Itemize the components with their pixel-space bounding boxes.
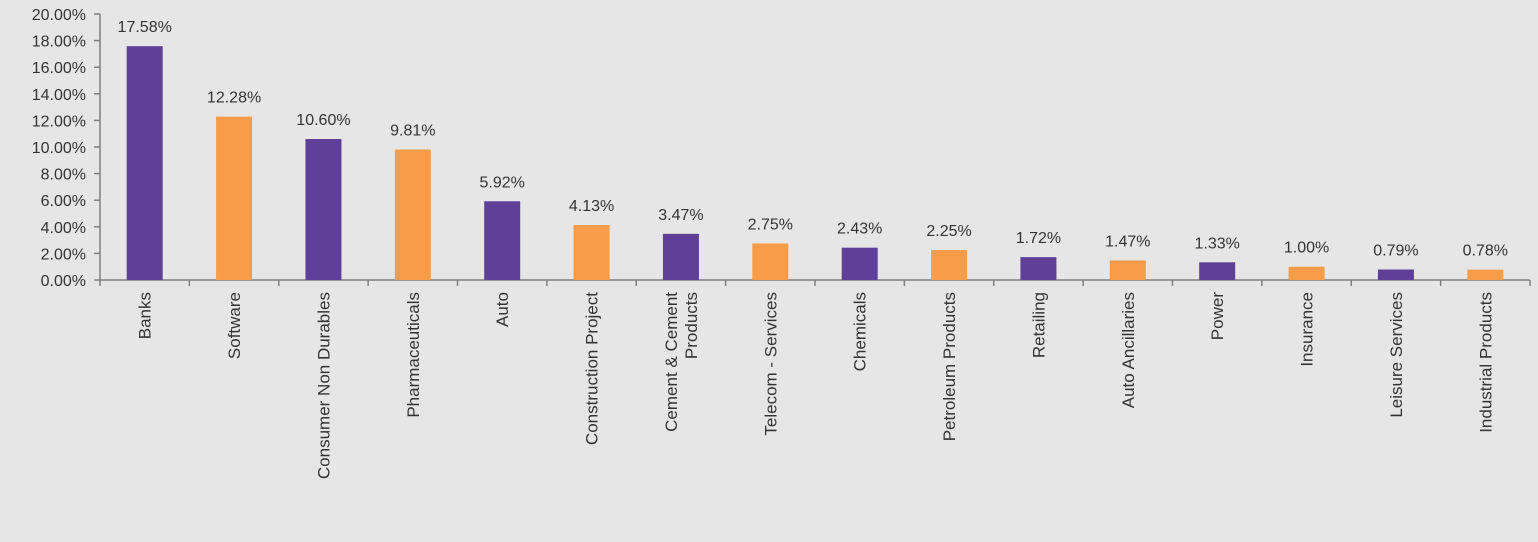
category-label-13: Insurance [1298, 292, 1317, 367]
bar-6 [662, 233, 699, 280]
category-label-8: Chemicals [851, 292, 870, 371]
data-label-7: 2.75% [748, 216, 793, 233]
data-label-9: 2.25% [926, 223, 971, 240]
bars-group [126, 46, 1504, 281]
data-label-3: 9.81% [390, 123, 435, 140]
bar-9 [931, 250, 968, 280]
category-label-line: Products [682, 292, 701, 359]
data-label-5: 4.13% [569, 198, 614, 215]
data-label-0: 17.58% [118, 19, 172, 36]
category-label-12: Power [1208, 292, 1227, 341]
bar-2 [305, 139, 342, 280]
bar-4 [484, 201, 521, 280]
category-label-14: Leisure Services [1387, 292, 1406, 418]
data-label-8: 2.43% [837, 221, 882, 238]
y-tick-label: 4.00% [41, 220, 86, 237]
y-tick-label: 0.00% [41, 273, 86, 290]
y-tick-label: 16.00% [32, 60, 86, 77]
bar-14 [1377, 269, 1414, 280]
category-label-3: Pharmaceuticals [404, 292, 423, 418]
bar-5 [573, 225, 610, 280]
y-tick-label: 20.00% [32, 7, 86, 24]
y-tick-label: 8.00% [41, 167, 86, 184]
bar-3 [394, 149, 431, 280]
bar-12 [1199, 262, 1236, 280]
data-label-2: 10.60% [296, 112, 350, 129]
data-label-14: 0.79% [1373, 242, 1418, 259]
bar-1 [216, 116, 253, 281]
category-label-10: Retailing [1029, 292, 1048, 358]
category-label-1: Software [225, 292, 244, 359]
category-label-0: Banks [136, 292, 155, 339]
category-label-9: Petroleum Products [940, 292, 959, 441]
data-labels-group: 17.58% 12.28% 10.60% 9.81% 5.92% 4.13% 3.47% 2.… [118, 19, 1508, 259]
y-tick-label: 14.00% [32, 87, 86, 104]
y-tick-label: 12.00% [32, 113, 86, 130]
data-label-10: 1.72% [1016, 230, 1061, 247]
data-label-4: 5.92% [480, 174, 525, 191]
bar-11 [1109, 260, 1146, 280]
bar-8 [841, 247, 878, 280]
category-label-4: Auto [493, 292, 512, 327]
bar-10 [1020, 257, 1057, 280]
data-label-12: 1.33% [1195, 235, 1240, 252]
category-label-line: Cement & Cement [662, 292, 681, 432]
category-label-7: Telecom - Services [761, 292, 780, 436]
category-label-2: Consumer Non Durables [314, 292, 333, 479]
category-label-5: Construction Project [583, 292, 602, 445]
category-label-11: Auto Ancillaries [1119, 292, 1138, 408]
bar-0 [126, 46, 163, 280]
data-label-15: 0.78% [1463, 243, 1508, 260]
category-label-15: Industrial Products [1476, 292, 1495, 433]
y-tick-label: 18.00% [32, 34, 86, 51]
bar-7 [752, 243, 789, 280]
bar-13 [1288, 266, 1325, 280]
y-axis: 0.00% 2.00% 4.00% 6.00% 8.00% 10.00% 12.00% 14.… [32, 7, 101, 290]
y-tick-label: 6.00% [41, 193, 86, 210]
bar-15 [1467, 269, 1504, 280]
category-label-6: Cement & CementProducts [662, 292, 701, 432]
category-labels-group: Banks Software Consumer Non Durables Pharma… [136, 292, 1496, 479]
data-label-11: 1.47% [1105, 233, 1150, 250]
data-label-6: 3.47% [658, 207, 703, 224]
y-tick-label: 10.00% [32, 140, 86, 157]
data-label-13: 1.00% [1284, 240, 1329, 257]
data-label-1: 12.28% [207, 90, 261, 107]
y-tick-label: 2.00% [41, 246, 86, 263]
x-axis [99, 279, 1531, 286]
